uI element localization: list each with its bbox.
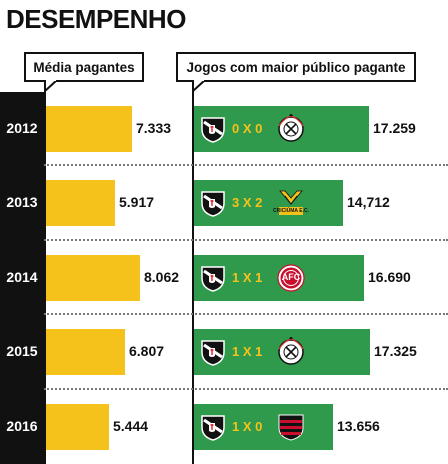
vasco-crest-icon	[201, 414, 225, 441]
year-label: 2016	[6, 417, 38, 434]
row-separator	[44, 238, 448, 241]
average-value-label: 8.062	[144, 268, 180, 285]
vasco-crest-icon	[201, 340, 225, 366]
average-bar	[46, 403, 109, 450]
page-title: DESEMPENHO	[6, 4, 186, 34]
game-attendance-label: 13.656	[337, 417, 380, 434]
average-bar	[46, 106, 132, 152]
average-header-label: Média pagantes	[33, 59, 135, 75]
vasco-crest-icon	[201, 117, 225, 143]
vasco-crest-icon	[201, 266, 225, 292]
average-value-label: 5.917	[119, 194, 155, 211]
corinthians-crest-icon	[278, 114, 304, 142]
match-score: 3 X 2	[232, 195, 263, 211]
year-label: 2013	[6, 194, 38, 211]
row-separator	[44, 164, 448, 167]
games-header-pointer	[192, 80, 206, 92]
match-score: 1 X 1	[232, 344, 263, 360]
average-header-pointer	[44, 80, 58, 92]
year-label: 2014	[6, 268, 38, 285]
year-label: 2012	[6, 120, 38, 136]
average-value-label: 5.444	[113, 417, 149, 434]
year-column	[0, 92, 44, 464]
vasco-crest-icon	[201, 191, 225, 218]
flamengo-crest-icon	[278, 414, 304, 441]
criciuma-crest-icon	[279, 190, 303, 216]
average-bar	[46, 254, 140, 301]
game-attendance-label: 14,712	[347, 194, 390, 211]
opponent-crest-text: CRICIÚMA E.C.	[273, 208, 309, 215]
average-value-label: 7.333	[136, 120, 172, 136]
average-header: Média pagantes	[24, 52, 144, 82]
year-label: 2015	[6, 343, 38, 360]
games-axis-line	[192, 80, 194, 464]
row-separator	[44, 313, 448, 316]
games-header: Jogos com maior público pagante	[176, 52, 416, 82]
match-score: 1 X 0	[232, 418, 263, 434]
games-header-label: Jogos com maior público pagante	[186, 59, 406, 75]
opponent-crest-text: AFC	[281, 271, 301, 282]
row-separator	[44, 387, 448, 390]
america-crest-icon	[277, 264, 305, 292]
game-attendance-label: 16.690	[368, 268, 411, 285]
match-score: 0 X 0	[232, 121, 263, 136]
average-axis-line	[44, 80, 46, 464]
average-bar	[46, 329, 125, 376]
game-attendance-label: 17.325	[374, 343, 417, 360]
average-bar	[46, 180, 115, 227]
match-score: 1 X 1	[232, 269, 263, 285]
game-attendance-label: 17.259	[373, 120, 416, 136]
corinthians-crest-icon	[278, 337, 304, 365]
average-value-label: 6.807	[129, 343, 165, 360]
